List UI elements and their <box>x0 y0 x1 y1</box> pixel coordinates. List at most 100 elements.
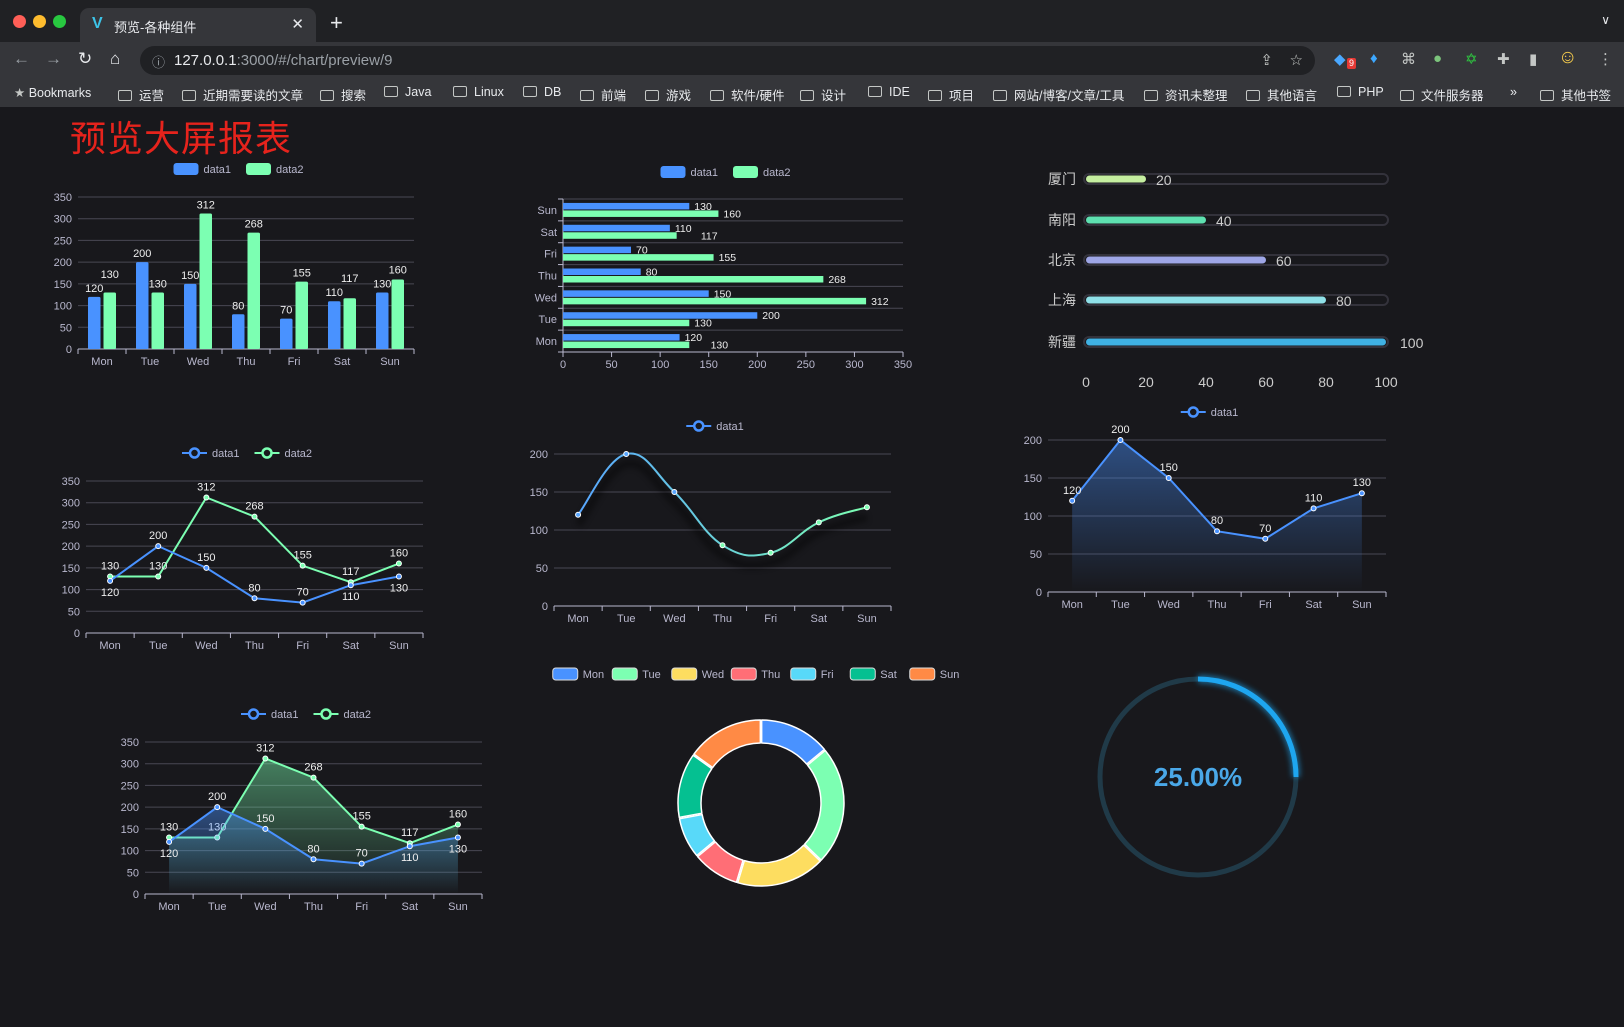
bookmark-folder[interactable]: IDE <box>868 85 910 99</box>
progress-label: 新疆 <box>1048 334 1076 350</box>
bookmark-label: 其他语言 <box>1267 89 1318 103</box>
data-label: 130 <box>149 561 167 573</box>
other-bookmarks-folder[interactable]: 其他书签 <box>1540 85 1611 104</box>
point-data1 <box>203 564 210 571</box>
diamond-extension-icon[interactable]: ♦ <box>1370 50 1378 67</box>
legend-swatch[interactable] <box>660 166 686 178</box>
share-icon[interactable]: ⇪ <box>1260 52 1273 69</box>
y-tick-label: 100 <box>530 525 548 537</box>
pie-slice-Thu[interactable] <box>696 841 744 884</box>
browser-tab[interactable]: V 预览-各种组件 ✕ <box>80 8 316 42</box>
pie-slice-Sun[interactable] <box>693 719 762 769</box>
x-tick-label: Mon <box>1061 599 1082 611</box>
star-extension-icon[interactable]: ✡ <box>1465 51 1478 68</box>
progress-value: 100 <box>1400 335 1424 351</box>
data-label: 160 <box>389 265 407 277</box>
pie-slice-Tue[interactable] <box>803 749 845 861</box>
bookmark-folder[interactable]: 近期需要读的文章 <box>182 85 303 104</box>
address-bar[interactable]: ⓘ 127.0.0.1:3000/#/chart/preview/9 ⇪ ☆ <box>140 46 1315 75</box>
pie-slice-Sat[interactable] <box>677 754 713 819</box>
command-extension-icon[interactable]: ⌘ <box>1401 51 1416 68</box>
circle-extension-icon[interactable]: ● <box>1433 50 1443 67</box>
pie-slice-Wed[interactable] <box>736 844 822 887</box>
tab-search-chevron-icon[interactable]: ∨ <box>1601 13 1610 27</box>
legend-swatch[interactable] <box>733 166 758 178</box>
folder-icon <box>1540 90 1554 101</box>
legend-swatch[interactable] <box>730 667 757 681</box>
bar-data1 <box>376 292 389 349</box>
y-tick-label: 50 <box>1030 549 1042 561</box>
legend-swatch[interactable] <box>671 667 698 681</box>
y-tick-label: 0 <box>66 344 72 356</box>
maximize-window-button[interactable] <box>53 15 66 28</box>
y-tick-label: 200 <box>530 449 548 461</box>
legend-swatch[interactable] <box>909 667 936 681</box>
data-label: 160 <box>449 809 467 821</box>
bookmark-folder[interactable]: 文件服务器 <box>1400 85 1484 104</box>
bookmark-star-icon[interactable]: ☆ <box>1289 52 1303 69</box>
bookmark-folder[interactable]: 设计 <box>800 85 846 104</box>
x-tick-label: 0 <box>560 359 566 371</box>
progress-fill <box>1086 296 1326 304</box>
bookmark-folder[interactable]: Java <box>384 85 431 99</box>
x-tick-label: Thu <box>245 640 264 652</box>
legend-label: data1 <box>1211 407 1239 419</box>
y-tick-label: 250 <box>121 780 139 792</box>
data-label: 268 <box>245 219 263 231</box>
bookmark-folder[interactable]: PHP <box>1337 85 1384 99</box>
legend-swatch[interactable] <box>849 667 876 681</box>
bookmarks-menu[interactable]: ★ Bookmarks <box>14 85 91 100</box>
legend-swatch[interactable] <box>611 667 638 681</box>
bookmark-folder[interactable]: Linux <box>453 85 504 99</box>
side-panel-icon[interactable]: ▮ <box>1529 51 1538 68</box>
x-tick-label: Sun <box>1352 599 1372 611</box>
site-info-icon[interactable]: ⓘ <box>152 55 166 70</box>
x-tick-label: Mon <box>567 613 588 625</box>
bookmark-folder[interactable]: 前端 <box>580 85 626 104</box>
pie-slice-Mon[interactable] <box>760 719 826 765</box>
close-window-button[interactable] <box>13 15 26 28</box>
close-tab-icon[interactable]: ✕ <box>291 16 304 33</box>
data-label: 110 <box>342 591 360 603</box>
bookmark-label: PHP <box>1358 85 1384 99</box>
progress-track <box>1083 254 1389 266</box>
progress-label: 厦门 <box>1048 171 1076 187</box>
pie-slice-Fri[interactable] <box>678 813 716 857</box>
y-tick-label: 300 <box>121 759 139 771</box>
legend-swatch[interactable] <box>246 163 271 175</box>
bookmark-folder[interactable]: 软件/硬件 <box>710 85 784 104</box>
y-tick-label: 50 <box>68 606 80 618</box>
bookmark-label: 设计 <box>821 89 847 103</box>
data-label: 120 <box>1063 485 1081 497</box>
home-icon[interactable]: ⌂ <box>110 49 121 68</box>
forward-icon[interactable]: → <box>45 49 62 68</box>
extension-icon[interactable]: ◆ 9 <box>1334 51 1357 69</box>
bookmark-folder[interactable]: 资讯未整理 <box>1144 85 1228 104</box>
legend-label: Sun <box>940 669 960 681</box>
legend-swatch[interactable] <box>552 667 579 681</box>
extensions-puzzle-icon[interactable]: ✚ <box>1497 51 1510 68</box>
bookmark-folder[interactable]: 其他语言 <box>1246 85 1317 104</box>
bookmark-folder[interactable]: 搜索 <box>320 85 366 104</box>
bookmark-folder[interactable]: 项目 <box>928 85 974 104</box>
more-bookmarks-button[interactable]: » <box>1510 85 1517 99</box>
bookmark-folder[interactable]: 网站/博客/文章/工具 <box>993 85 1124 104</box>
minimize-window-button[interactable] <box>33 15 46 28</box>
bar-data2 <box>563 297 867 305</box>
legend-label: data1 <box>716 421 744 433</box>
data-label: 120 <box>101 587 119 599</box>
back-icon[interactable]: ← <box>13 49 30 68</box>
folder-icon <box>1144 90 1158 101</box>
profile-avatar[interactable]: ☺ <box>1558 47 1578 68</box>
bookmark-label: DB <box>544 85 562 99</box>
new-tab-button[interactable]: + <box>330 10 343 35</box>
legend-swatch[interactable] <box>173 163 199 175</box>
bookmark-folder[interactable]: 游戏 <box>645 85 691 104</box>
bookmark-folder[interactable]: 运营 <box>118 85 164 104</box>
legend-swatch[interactable] <box>790 667 817 681</box>
reload-icon[interactable]: ↻ <box>78 49 93 68</box>
x-tick-label: Mon <box>99 640 120 652</box>
x-tick-label: 80 <box>1318 374 1334 390</box>
bookmark-folder[interactable]: DB <box>523 85 561 99</box>
menu-kebab-icon[interactable]: ⋮ <box>1598 51 1613 68</box>
